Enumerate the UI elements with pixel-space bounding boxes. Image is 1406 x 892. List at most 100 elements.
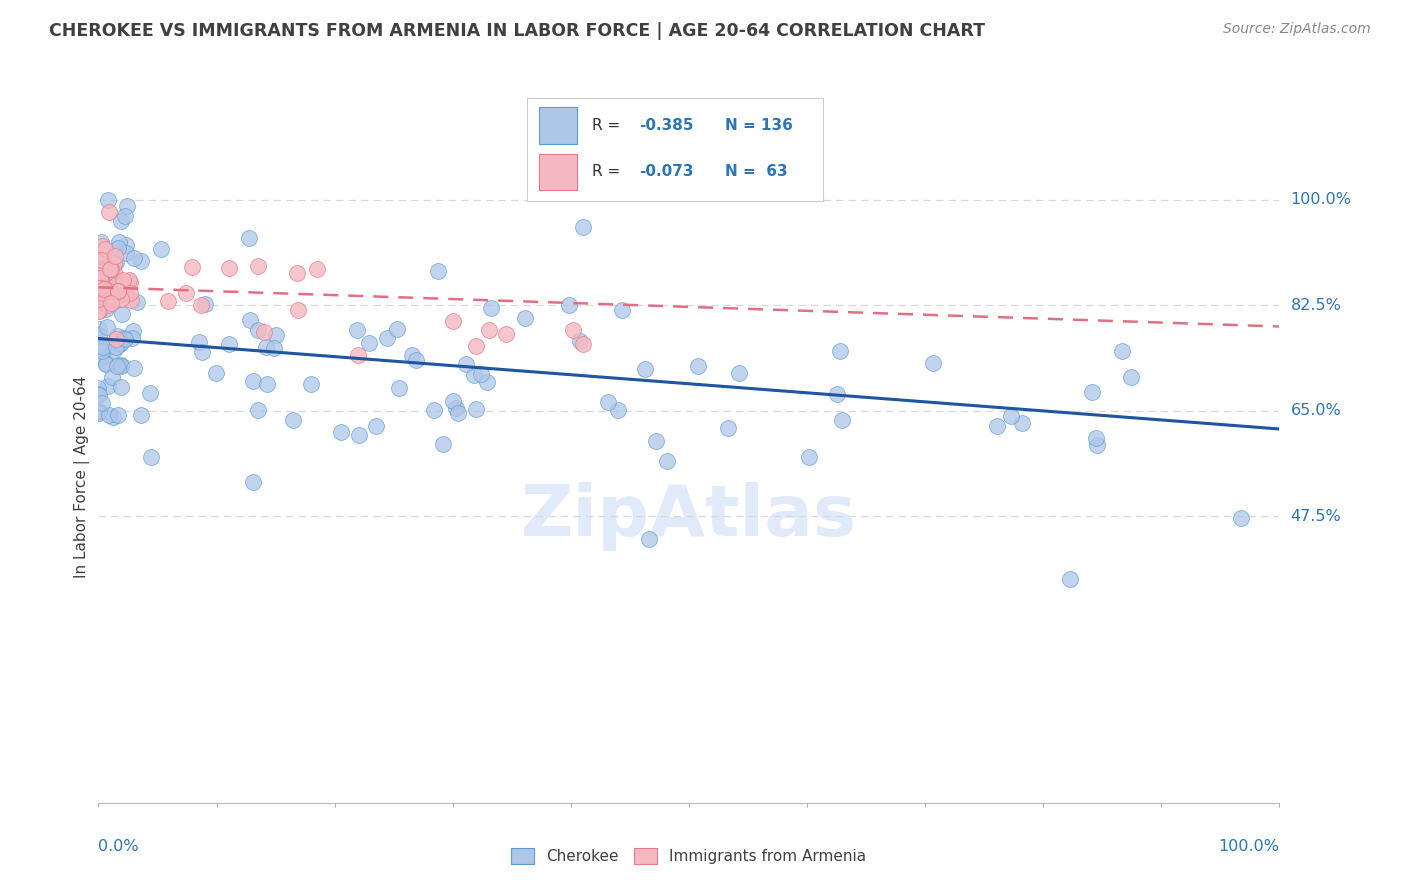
Point [513, 310, 536, 325]
Point [90, 264, 112, 278]
Point [432, 437, 454, 451]
Point [657, 454, 679, 468]
Point [97, 378, 120, 392]
Point [122, 325, 145, 339]
Point [104, 273, 127, 287]
Point [100, 369, 122, 384]
Point [97, 193, 120, 207]
Point [105, 332, 128, 346]
Point [91, 395, 114, 409]
Point [347, 428, 370, 442]
Point [89, 282, 111, 296]
Point [447, 406, 470, 420]
Point [728, 366, 751, 380]
Point [247, 403, 270, 417]
Point [572, 337, 595, 351]
Point [94, 242, 117, 256]
Point [104, 277, 127, 292]
Point [98, 284, 121, 298]
Point [401, 348, 423, 362]
Point [191, 344, 214, 359]
Point [1059, 572, 1081, 586]
Text: R =: R = [592, 164, 620, 179]
Point [470, 367, 492, 381]
Point [299, 377, 322, 392]
Point [103, 257, 125, 271]
Point [87, 381, 110, 395]
Point [797, 450, 820, 465]
Point [91, 262, 114, 277]
Point [87, 281, 110, 295]
Point [157, 294, 180, 309]
Point [100, 262, 122, 277]
Point [110, 359, 132, 373]
Point [263, 341, 285, 355]
Point [347, 348, 370, 362]
Point [94, 357, 117, 371]
Point [122, 251, 145, 265]
Point [93, 282, 115, 296]
Point [187, 334, 209, 349]
Point [96, 302, 118, 317]
Point [89, 291, 111, 305]
Point [103, 264, 125, 278]
Point [97, 285, 120, 300]
Point [441, 314, 464, 328]
Legend: Cherokee, Immigrants from Armenia: Cherokee, Immigrants from Armenia [505, 842, 873, 870]
Point [90, 252, 112, 267]
Point [100, 296, 122, 310]
Point [921, 356, 943, 370]
Point [1084, 431, 1107, 445]
Point [87, 271, 110, 285]
Point [87, 387, 110, 401]
Point [194, 297, 217, 311]
Point [97, 205, 120, 219]
Point [139, 386, 162, 401]
Point [110, 379, 132, 393]
Text: N = 136: N = 136 [725, 119, 793, 133]
Point [110, 292, 132, 306]
Point [96, 341, 118, 355]
Point [104, 249, 127, 263]
Point [129, 408, 152, 422]
Point [94, 260, 117, 274]
Point [477, 376, 499, 390]
Point [108, 235, 131, 250]
Point [107, 285, 129, 299]
Point [90, 286, 112, 301]
Point [93, 296, 115, 310]
Text: CHEROKEE VS IMMIGRANTS FROM ARMENIA IN LABOR FORCE | AGE 20-64 CORRELATION CHART: CHEROKEE VS IMMIGRANTS FROM ARMENIA IN L… [49, 22, 986, 40]
Point [91, 340, 114, 354]
Point [125, 295, 148, 310]
Point [87, 293, 110, 307]
Point [246, 259, 269, 273]
Point [111, 307, 134, 321]
Point [122, 361, 145, 376]
Point [598, 394, 620, 409]
Point [645, 434, 668, 449]
Text: 82.5%: 82.5% [1291, 298, 1341, 313]
Point [114, 286, 136, 301]
Point [634, 361, 657, 376]
Point [190, 298, 212, 312]
Point [89, 271, 111, 285]
Point [98, 262, 121, 277]
Point [444, 401, 467, 416]
Point [141, 450, 163, 465]
Point [180, 260, 202, 275]
Point [254, 340, 277, 354]
Text: Source: ZipAtlas.com: Source: ZipAtlas.com [1223, 22, 1371, 37]
Point [96, 319, 118, 334]
Point [89, 406, 111, 420]
Point [364, 419, 387, 434]
Point [87, 288, 110, 302]
Point [118, 273, 141, 287]
Point [104, 340, 127, 354]
Point [454, 357, 477, 371]
Point [281, 413, 304, 427]
Text: 100.0%: 100.0% [1219, 838, 1279, 854]
Y-axis label: In Labor Force | Age 20-64: In Labor Force | Age 20-64 [75, 376, 90, 578]
Point [89, 293, 111, 308]
Point [986, 419, 1008, 434]
Point [107, 408, 129, 422]
